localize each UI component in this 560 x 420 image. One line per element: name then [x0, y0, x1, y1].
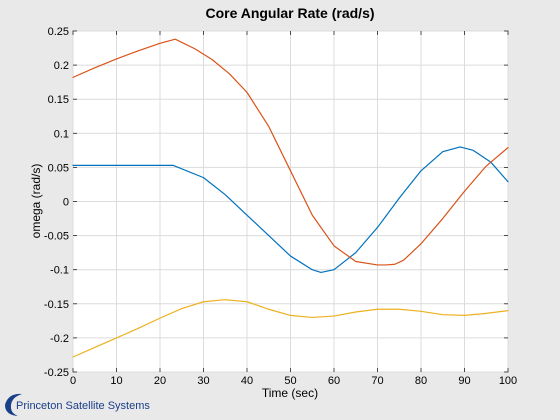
series-line-2 — [72, 38, 509, 266]
x-tick-label: 100 — [499, 375, 517, 387]
company-logo: Princeton Satellite Systems — [5, 393, 150, 416]
y-tick-label: 0 — [63, 197, 69, 209]
x-tick-label: 20 — [154, 375, 166, 387]
y-tick-label: -0.2 — [50, 333, 69, 345]
tick-layer: 0 10 20 30 40 50 60 70 80 90 100 0.25 0.2 0.15 0.1 0.05… — [44, 26, 517, 387]
x-tick-label: 90 — [458, 375, 470, 387]
x-axis-label: Time (sec) — [262, 386, 318, 400]
y-tick-label: -0.05 — [44, 231, 69, 243]
y-tick-label: 0.1 — [54, 128, 69, 140]
logo-text: Princeton Satellite Systems — [16, 400, 150, 412]
y-axis-label: omega (rad/s) — [29, 164, 43, 239]
y-tick-label: -0.1 — [50, 265, 69, 277]
x-tick-label: 10 — [110, 375, 122, 387]
x-tick-label: 60 — [328, 375, 340, 387]
x-tick-label: 70 — [371, 375, 383, 387]
series-line-1 — [72, 146, 509, 274]
x-tick-label: 80 — [415, 375, 427, 387]
series-layer — [72, 38, 509, 358]
y-tick-label: 0.15 — [48, 94, 69, 106]
y-tick-label: 0.25 — [48, 26, 69, 38]
x-tick-label: 30 — [197, 375, 209, 387]
y-tick-label: 0.2 — [54, 60, 69, 72]
chart-title: Core Angular Rate (rad/s) — [205, 5, 374, 21]
x-tick-label: 50 — [284, 375, 296, 387]
y-tick-label: -0.25 — [44, 367, 69, 379]
grid — [72, 30, 509, 373]
series-line-3 — [72, 299, 509, 358]
y-tick-label: 0.05 — [48, 162, 69, 174]
logo-swoosh-icon — [5, 393, 22, 416]
x-tick-label: 40 — [241, 375, 253, 387]
y-tick-label: -0.15 — [44, 299, 69, 311]
x-tick-label: 0 — [70, 375, 76, 387]
